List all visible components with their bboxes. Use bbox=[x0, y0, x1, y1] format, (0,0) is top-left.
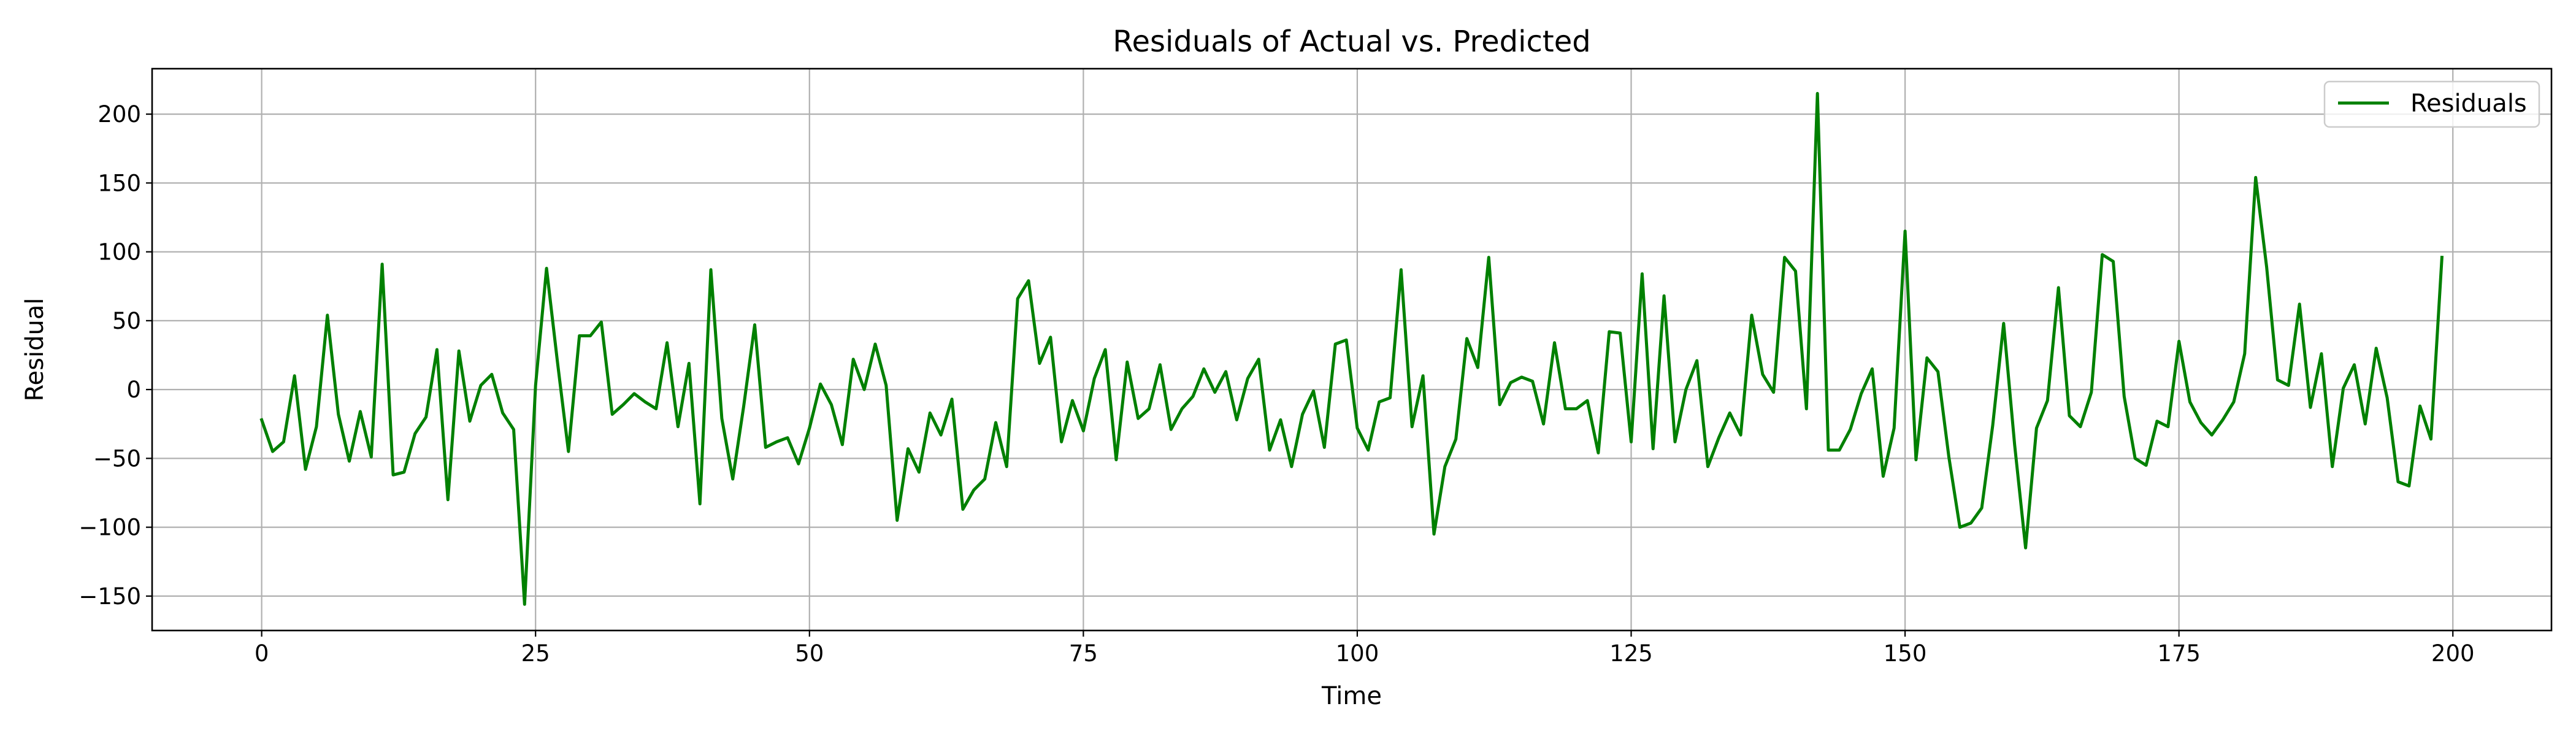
x-tick-label: 50 bbox=[795, 640, 824, 667]
x-axis-ticks: 0 25 50 75 100 125 150 175 200 bbox=[255, 631, 2475, 667]
y-tick-label: −100 bbox=[79, 515, 141, 541]
y-axis-label: Residual bbox=[21, 298, 49, 402]
plot-frame bbox=[151, 67, 2553, 632]
grid-lines bbox=[152, 69, 2551, 631]
x-tick-label: 100 bbox=[1336, 640, 1379, 667]
y-tick-label: 50 bbox=[112, 308, 141, 334]
legend-box bbox=[2323, 80, 2540, 128]
x-tick-label: 0 bbox=[255, 640, 269, 667]
x-tick-label: 125 bbox=[1609, 640, 1653, 667]
x-tick-label: 175 bbox=[2157, 640, 2201, 667]
series-layer bbox=[259, 91, 2444, 606]
y-tick-label: −150 bbox=[79, 583, 141, 610]
y-tick-label: 0 bbox=[126, 377, 141, 403]
legend: Residuals bbox=[2323, 80, 2540, 128]
legend-label-residuals: Residuals bbox=[2410, 90, 2527, 118]
x-tick-label: 25 bbox=[521, 640, 550, 667]
y-tick-label: 150 bbox=[98, 170, 141, 196]
y-axis-ticks: −150 −100 −50 0 50 100 150 200 bbox=[79, 101, 152, 610]
y-tick-label: 100 bbox=[98, 239, 141, 266]
chart-title: Residuals of Actual vs. Predicted bbox=[1113, 25, 1590, 59]
x-tick-label: 150 bbox=[1884, 640, 1927, 667]
x-axis-label: Time bbox=[1321, 682, 1382, 710]
series-line-residuals bbox=[259, 91, 2444, 606]
y-tick-label: 200 bbox=[98, 101, 141, 128]
x-tick-label: 200 bbox=[2431, 640, 2475, 667]
x-tick-label: 75 bbox=[1069, 640, 1098, 667]
y-tick-label: −50 bbox=[93, 445, 141, 472]
